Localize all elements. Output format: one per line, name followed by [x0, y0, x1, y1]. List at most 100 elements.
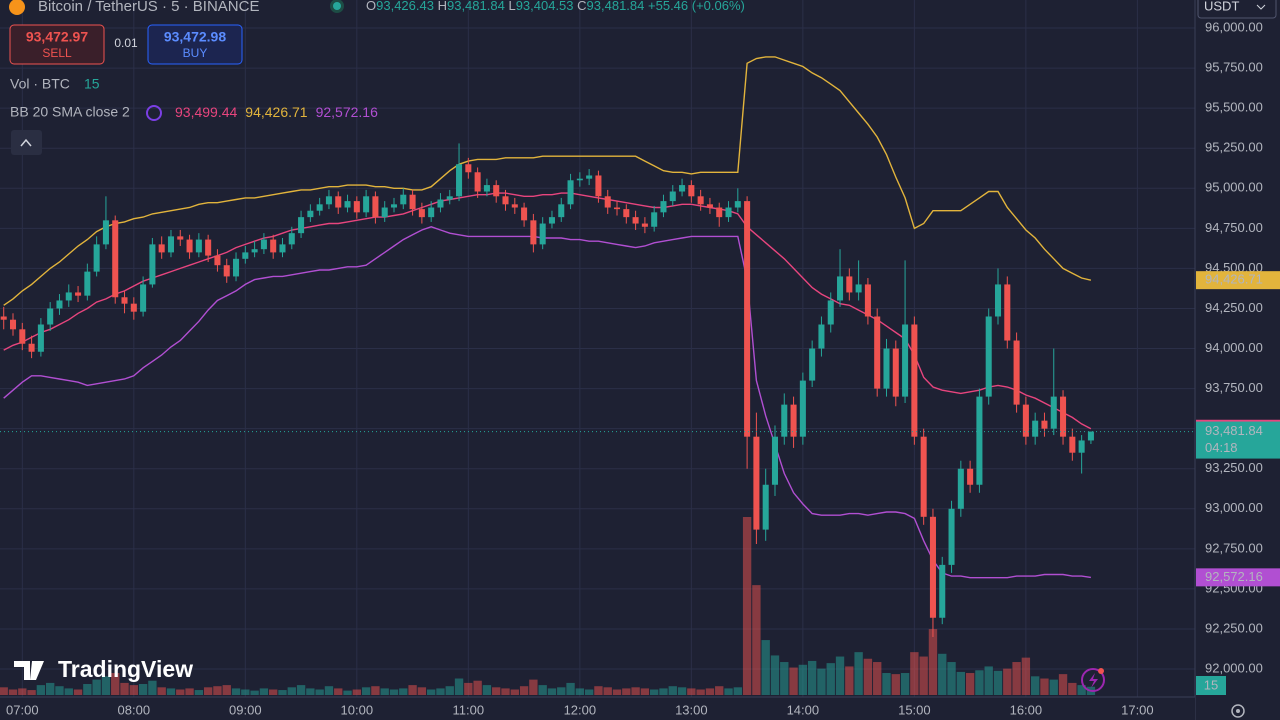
candle-body: [56, 300, 63, 309]
candle-body: [1069, 436, 1076, 453]
volume-bar: [928, 629, 938, 695]
bb-title: BB 20 SMA close 2: [10, 104, 130, 120]
y-tick-label: 94,250.00: [1205, 300, 1263, 315]
y-tick-label: 95,750.00: [1205, 60, 1263, 75]
candle-body: [790, 404, 797, 437]
x-tick-label: 12:00: [564, 702, 597, 717]
y-tick-label: 92,000.00: [1205, 660, 1263, 675]
band-line: [3, 226, 1091, 579]
volume-bar: [1068, 682, 1077, 695]
candle-body: [325, 196, 332, 205]
alert-icon[interactable]: [1081, 668, 1105, 692]
volume-bar: [185, 688, 194, 695]
alert-bolt[interactable]: [1089, 673, 1098, 688]
volume-bar: [538, 685, 547, 695]
y-tick-label: 94,500.00: [1205, 260, 1263, 275]
collapse-icon[interactable]: [20, 138, 32, 147]
currency[interactable]: USDT: [1204, 0, 1239, 13]
alert-ring[interactable]: [1081, 668, 1105, 692]
candle-body: [837, 276, 844, 301]
sell-label[interactable]: SELL: [42, 46, 72, 60]
grid: [0, 0, 1195, 697]
buy-box[interactable]: [147, 24, 243, 65]
last-price-box: [1196, 421, 1280, 459]
y-tick-label: 93,000.00: [1205, 500, 1263, 515]
candle-body: [716, 207, 723, 218]
y-tick-label: 93,750.00: [1205, 380, 1263, 395]
volume-bar: [408, 685, 417, 695]
volume-bar: [222, 685, 231, 695]
alert-dot[interactable]: [1098, 668, 1104, 674]
candle-body: [874, 316, 881, 389]
volume-bar: [445, 686, 454, 695]
ohlc-value: 93,481.84: [587, 0, 645, 13]
band-price-box: [1196, 271, 1280, 290]
volume-bar: [64, 688, 73, 695]
bb-icon[interactable]: [146, 105, 162, 121]
volume-bar: [1077, 685, 1086, 695]
candle-body: [75, 292, 82, 296]
volume-bar: [371, 686, 380, 695]
candle-body: [344, 201, 351, 208]
candle-body: [112, 220, 119, 298]
last-price-label: 93,481.84: [1205, 423, 1263, 438]
candle-body: [632, 217, 639, 224]
candle-body: [456, 164, 463, 197]
candle-body: [595, 175, 602, 197]
volume-bar: [1058, 674, 1068, 695]
candle-body: [251, 249, 258, 253]
volume-bar: [882, 673, 891, 695]
sell-button[interactable]: 93,472.97 SELL: [9, 24, 105, 65]
buy-label[interactable]: BUY: [183, 46, 208, 60]
currency-selector[interactable]: USDT: [1197, 0, 1277, 19]
candle-body: [1087, 431, 1094, 441]
currency-box[interactable]: [1197, 0, 1277, 19]
candle-body: [130, 303, 137, 312]
settings-center[interactable]: [1236, 709, 1240, 713]
settings-icon[interactable]: [1231, 704, 1245, 718]
volume-bar: [1012, 662, 1021, 695]
collapse-button[interactable]: [11, 130, 42, 155]
candle-body: [530, 220, 537, 245]
candle-body: [809, 348, 816, 381]
collapse-box[interactable]: [11, 130, 42, 155]
candle-body: [976, 396, 983, 485]
volume-bar: [724, 688, 733, 695]
y-tick-label: 95,250.00: [1205, 140, 1263, 155]
volume-bar: [863, 658, 873, 695]
candle-body: [19, 329, 26, 344]
band-price-label: 92,572.16: [1205, 569, 1263, 584]
candle-body: [864, 284, 871, 317]
volume-bar: [891, 674, 900, 695]
ohlc-legend: O93,426.43 H93,481.84 L93,404.53 C93,481…: [366, 0, 745, 13]
sell-box[interactable]: [9, 24, 105, 65]
ohlc-key: C: [577, 0, 586, 13]
candle-body: [28, 343, 35, 352]
candle-body: [957, 468, 964, 509]
logo: TradingView: [14, 656, 193, 682]
candle-body: [762, 484, 769, 530]
buy-button[interactable]: 93,472.98 BUY: [147, 24, 243, 65]
settings-ring[interactable]: [1231, 704, 1245, 718]
volume-bar: [399, 688, 408, 695]
candle-body: [548, 217, 555, 224]
candle-body: [233, 258, 240, 277]
buy-price[interactable]: 93,472.98: [164, 29, 226, 45]
volume-bar: [315, 689, 324, 695]
dropdown-icon[interactable]: [1256, 4, 1266, 10]
candle-body: [911, 324, 918, 437]
candle-body: [121, 297, 128, 304]
volume-bar: [575, 688, 585, 695]
volume-bar: [650, 689, 659, 695]
candle-body: [753, 436, 760, 530]
candle-body: [1032, 420, 1039, 437]
candle-body: [1004, 284, 1011, 341]
volume-bar: [343, 690, 352, 695]
candle-body: [167, 236, 174, 253]
sell-price[interactable]: 93,472.97: [26, 29, 88, 45]
volume-bar: [129, 685, 138, 695]
candle-body: [140, 284, 147, 312]
volume-bar: [0, 687, 8, 695]
